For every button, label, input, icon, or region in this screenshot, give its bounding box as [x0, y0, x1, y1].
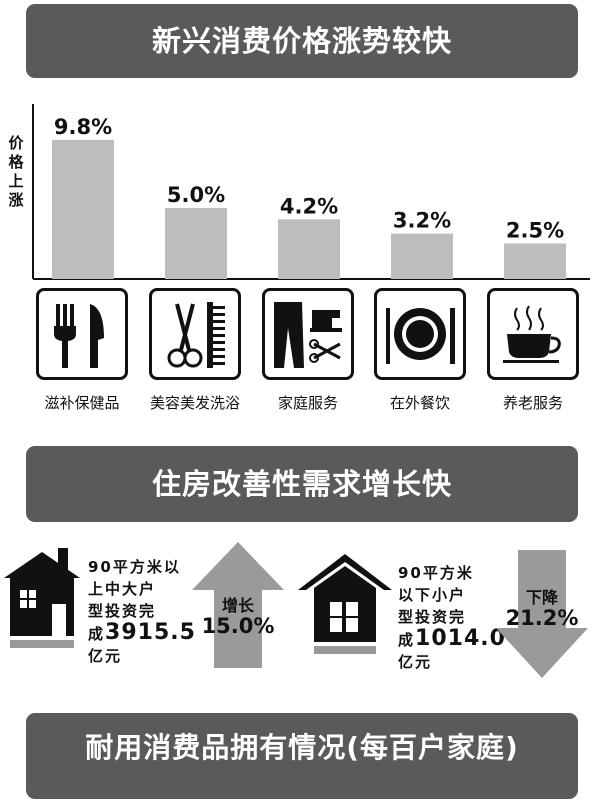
bar-value-label-2: 5.0%: [167, 183, 225, 207]
house-large-icon: [4, 548, 80, 648]
category-label-1: 滋补保健品: [44, 394, 120, 412]
up-arrow-direction: 增长: [221, 596, 254, 615]
house-small-icon: [298, 554, 392, 654]
bar-4: [391, 233, 453, 279]
large-text-unit: 亿元: [88, 647, 123, 665]
bar-1: [52, 139, 114, 279]
banner-price-growth: 新兴消费价格涨势较快: [26, 4, 578, 78]
bar-value-label-1: 9.8%: [54, 115, 112, 139]
clothes-sewing-icon: [262, 288, 354, 380]
bar-value-label-4: 3.2%: [393, 209, 451, 233]
large-text-line3: 型投资完: [88, 602, 157, 620]
bar-5: [504, 243, 566, 279]
large-text-line2: 上中大户: [88, 580, 157, 598]
scissors-comb-icon: [149, 288, 241, 380]
up-arrow-icon: [192, 542, 284, 668]
small-house-text: 90平方米 以下小户 型投资完 成1014.0 亿元: [398, 562, 506, 673]
small-text-line2: 以下小户: [398, 586, 467, 604]
bar-2: [165, 208, 227, 279]
bar-3: [278, 219, 340, 279]
up-arrow-percent: 15.0%: [201, 614, 275, 638]
large-house-text: 90平方米以 上中大户 型投资完 成3915.5 亿元: [88, 556, 196, 667]
coffee-cup-icon: [487, 288, 579, 380]
category-label-5: 养老服务: [502, 394, 563, 412]
large-amount: 3915.5: [105, 620, 196, 645]
small-text-unit: 亿元: [398, 653, 433, 671]
small-amount: 1014.0: [415, 626, 506, 651]
y-axis-label: 价格上涨: [8, 134, 24, 209]
category-label-2: 美容美发洗浴: [149, 394, 240, 412]
small-text-line1: 90平方米: [398, 564, 474, 582]
down-arrow-percent: 21.2%: [505, 606, 579, 630]
large-text-prefix: 成: [88, 625, 106, 643]
bar-value-label-5: 2.5%: [506, 219, 564, 243]
down-arrow-direction: 下降: [525, 588, 558, 607]
plate-cutlery-icon: [374, 288, 466, 380]
category-label-4: 在外餐饮: [389, 394, 450, 412]
category-label-3: 家庭服务: [277, 394, 338, 412]
down-arrow-icon: [496, 550, 588, 678]
large-text-line1: 90平方米以: [88, 558, 181, 576]
fork-knife-icon: [36, 288, 128, 380]
price-bar-chart: 9.8% 5.0% 4.2% 3.2% 2.5%: [32, 104, 590, 280]
banner-housing-demand: 住房改善性需求增长快: [26, 446, 578, 522]
banner-durable-goods: 耐用消费品拥有情况(每百户家庭): [26, 713, 578, 799]
bar-value-label-3: 4.2%: [280, 194, 338, 218]
small-text-line3: 型投资完: [398, 608, 467, 626]
small-text-prefix: 成: [398, 631, 416, 649]
